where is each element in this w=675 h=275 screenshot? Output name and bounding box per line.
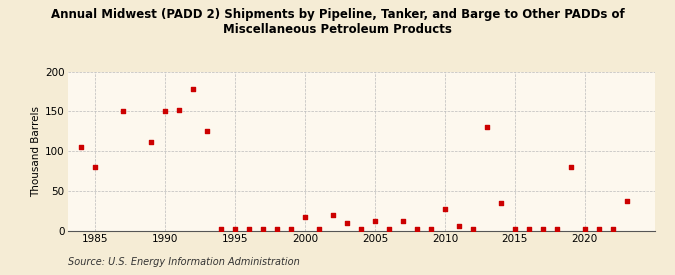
Text: Annual Midwest (PADD 2) Shipments by Pipeline, Tanker, and Barge to Other PADDs : Annual Midwest (PADD 2) Shipments by Pip…	[51, 8, 624, 36]
Point	[160, 109, 171, 114]
Point	[174, 108, 185, 112]
Point	[202, 129, 213, 134]
Point	[356, 227, 367, 232]
Point	[370, 219, 381, 224]
Point	[272, 227, 283, 232]
Point	[608, 227, 618, 232]
Point	[118, 109, 129, 114]
Point	[286, 227, 296, 232]
Point	[216, 227, 227, 232]
Point	[481, 125, 492, 130]
Text: Source: U.S. Energy Information Administration: Source: U.S. Energy Information Administ…	[68, 257, 299, 267]
Point	[426, 227, 437, 232]
Point	[328, 213, 339, 217]
Point	[579, 227, 590, 232]
Point	[230, 227, 241, 232]
Point	[398, 219, 408, 224]
Point	[439, 207, 450, 212]
Point	[300, 214, 310, 219]
Point	[468, 227, 479, 232]
Point	[454, 224, 464, 229]
Point	[258, 227, 269, 232]
Y-axis label: Thousand Barrels: Thousand Barrels	[31, 106, 40, 197]
Point	[622, 199, 632, 203]
Point	[90, 165, 101, 169]
Point	[314, 227, 325, 232]
Point	[593, 227, 604, 232]
Point	[188, 87, 198, 91]
Point	[342, 221, 352, 225]
Point	[510, 227, 520, 232]
Point	[524, 227, 535, 232]
Point	[76, 145, 87, 150]
Point	[551, 227, 562, 232]
Point	[495, 201, 506, 205]
Point	[537, 227, 548, 232]
Point	[412, 227, 423, 232]
Point	[383, 227, 394, 232]
Point	[146, 139, 157, 144]
Point	[566, 165, 576, 169]
Point	[244, 227, 254, 232]
